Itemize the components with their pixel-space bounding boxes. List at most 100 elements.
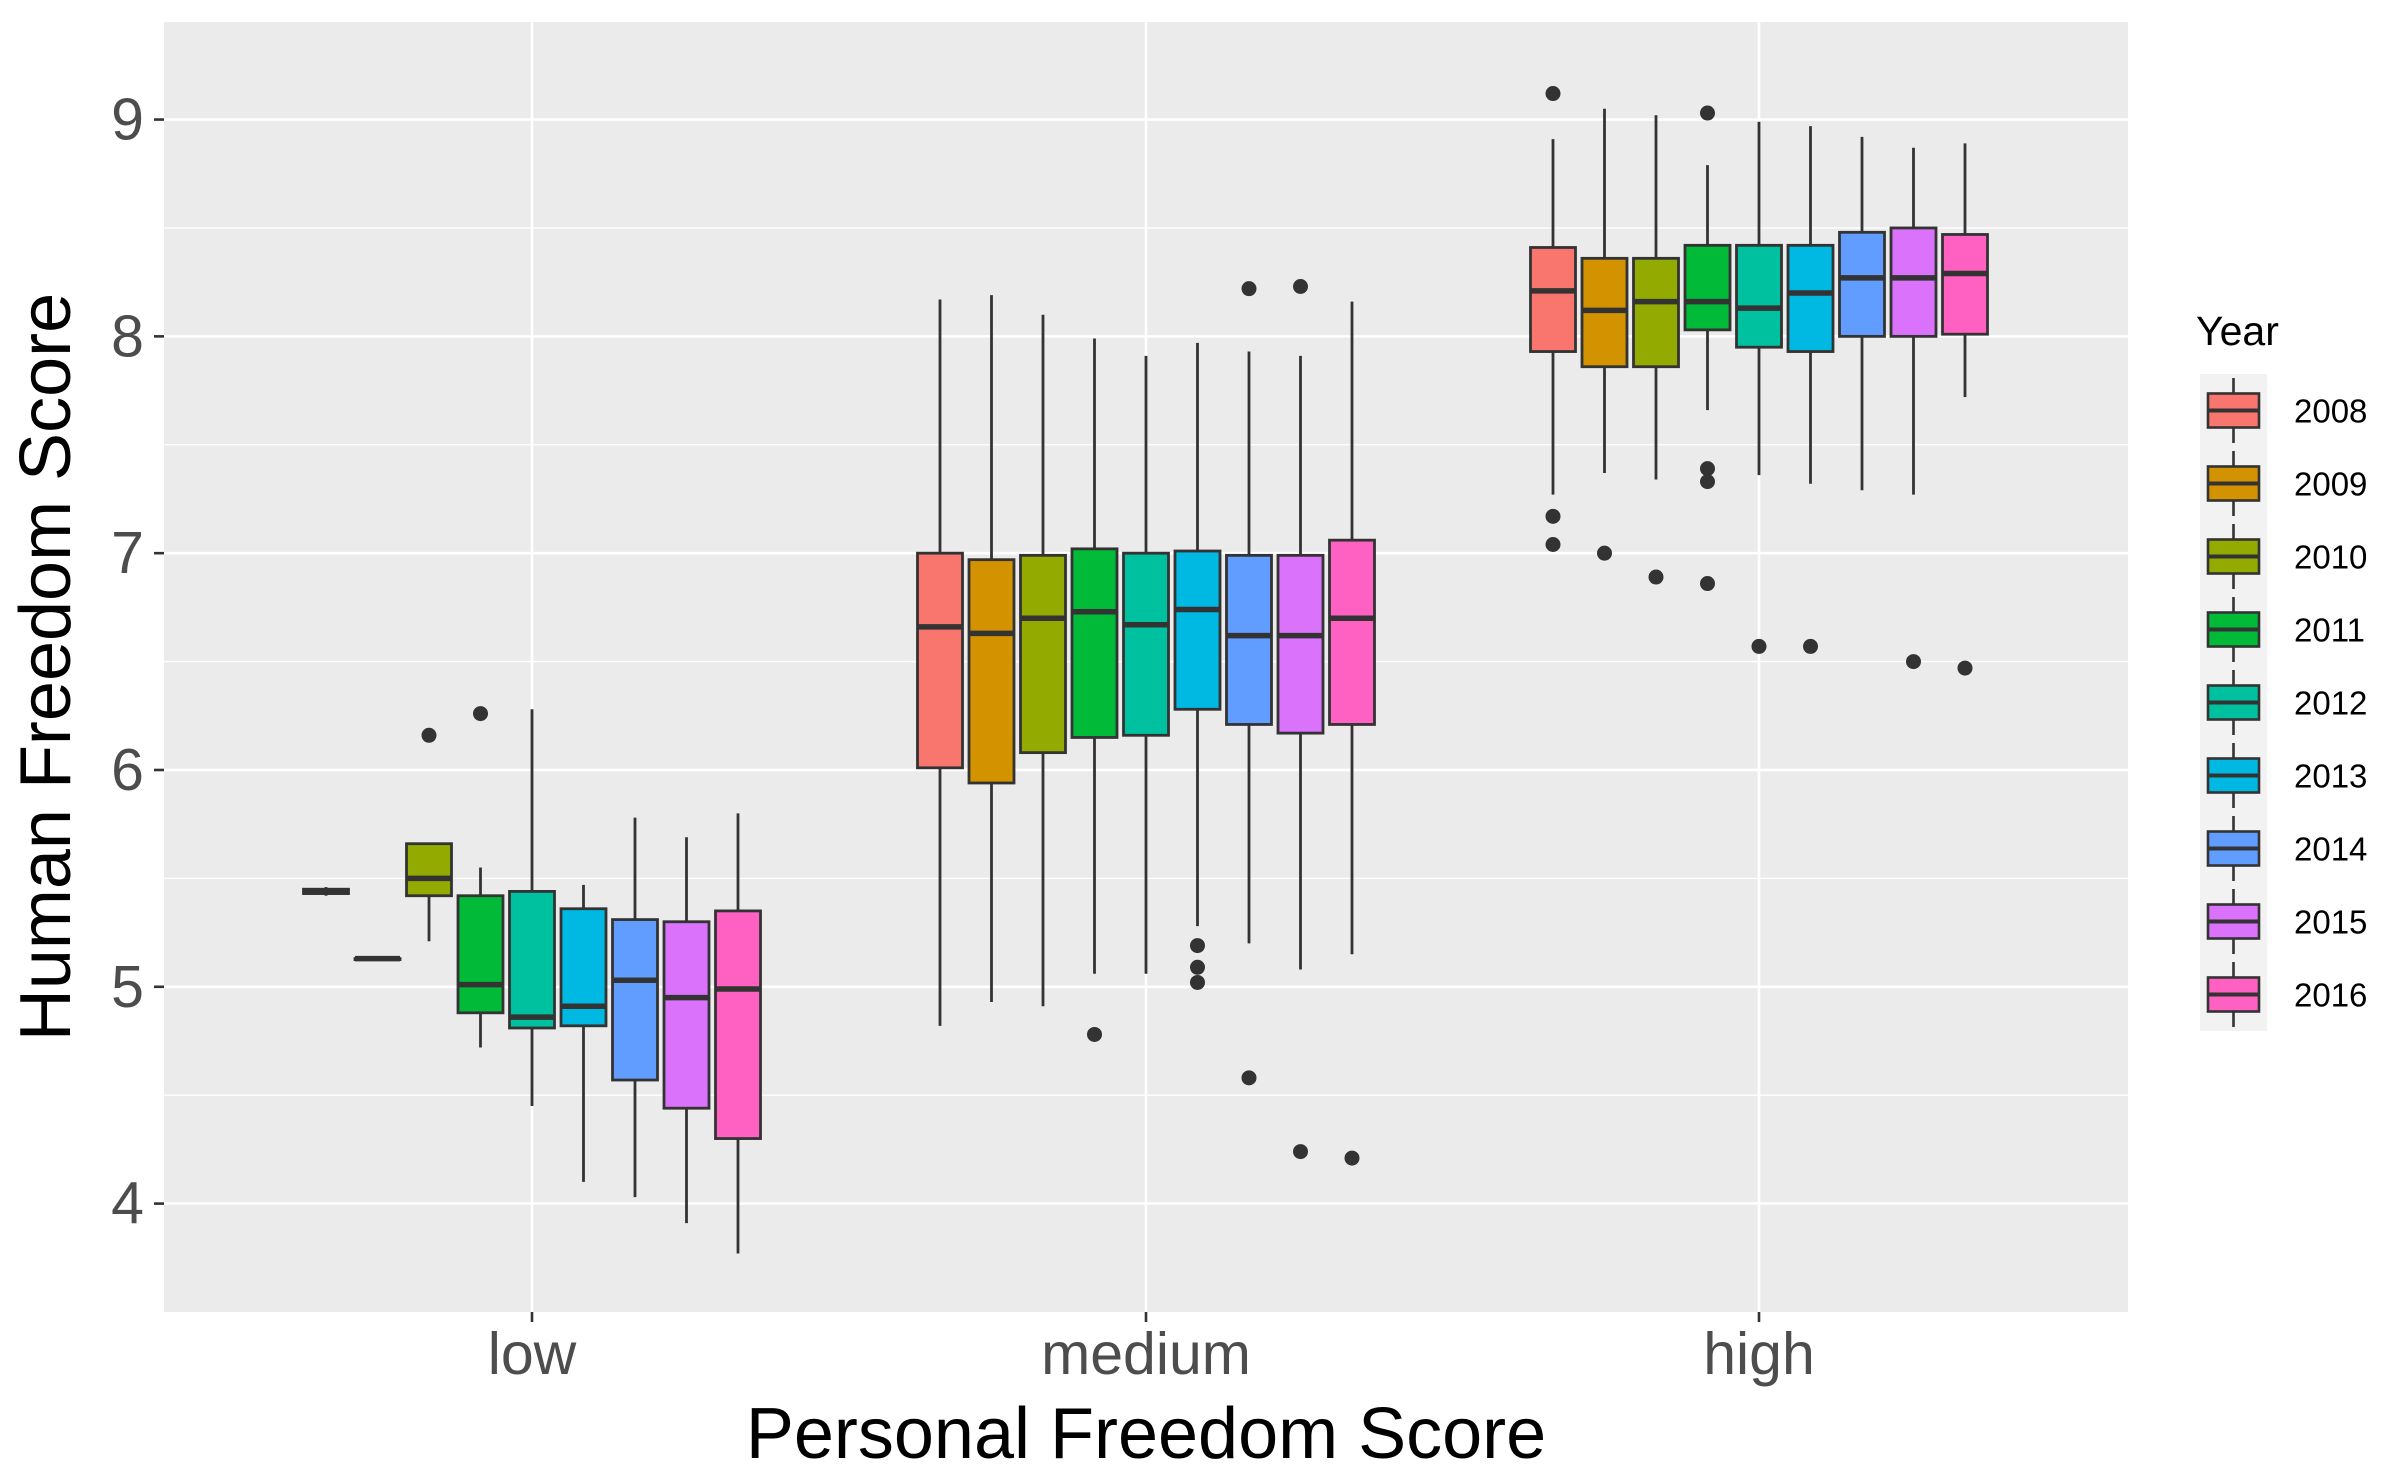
- y-axis-ticks: 4 5 6 7 8 9: [111, 87, 164, 1237]
- legend-label: 2015: [2294, 904, 2367, 941]
- y-tick-label: 8: [111, 303, 144, 369]
- box-2015-medium: [1276, 279, 1325, 1160]
- box-body: [1122, 551, 1170, 737]
- x-tick-label: high: [1703, 1321, 1815, 1387]
- box-body: [714, 909, 762, 1140]
- outlier-point: [1803, 638, 1818, 654]
- box-2009-high: [1580, 108, 1629, 561]
- box-body: [405, 842, 453, 898]
- box-2011-low: [456, 706, 505, 1048]
- box-body: [1889, 226, 1938, 338]
- legend-label: 2009: [2294, 466, 2367, 503]
- box-2011-medium: [1070, 338, 1119, 1042]
- box-2016-high: [1941, 143, 1989, 676]
- box-2014-low: [611, 817, 659, 1198]
- outlier-point: [1648, 569, 1664, 585]
- box-body: [662, 920, 711, 1110]
- box-body: [1838, 230, 1886, 338]
- outlier-point: [473, 706, 488, 722]
- box-body: [1529, 246, 1577, 353]
- x-axis-title: Personal Freedom Score: [746, 1394, 1546, 1474]
- outlier-point: [1700, 576, 1715, 592]
- legend-item-2010: 2010: [2206, 524, 2367, 589]
- box-body: [611, 918, 659, 1082]
- box-2010-high: [1632, 115, 1680, 585]
- y-axis-title: Human Freedom Score: [6, 293, 86, 1041]
- outlier-point: [1700, 105, 1715, 121]
- x-tick-label: low: [488, 1321, 577, 1387]
- box-2013-medium: [1173, 342, 1222, 990]
- outlier-point: [1545, 537, 1561, 553]
- box-2009-low: [353, 955, 402, 962]
- legend-label: 2013: [2294, 758, 2367, 795]
- box-2012-low: [508, 709, 556, 1107]
- box-2014-high: [1838, 136, 1886, 491]
- box-2016-low: [714, 813, 762, 1254]
- box-body: [456, 894, 505, 1015]
- legend-label: 2008: [2294, 393, 2367, 430]
- legend-item-2009: 2009: [2206, 451, 2367, 516]
- outlier-point: [421, 727, 437, 743]
- outlier-point: [1344, 1150, 1360, 1166]
- outlier-point: [1957, 660, 1973, 676]
- legend-label: 2012: [2294, 685, 2367, 722]
- box-body: [1786, 243, 1835, 353]
- outlier-point: [1906, 654, 1921, 670]
- legend-title: Year: [2196, 308, 2279, 354]
- outlier-point: [1293, 1144, 1308, 1160]
- box-2014-medium: [1225, 281, 1273, 1086]
- legend-items: 2008 2009 2010 2011 2012 2013 2014 2015 2016: [2206, 378, 2367, 1027]
- box-body: [1683, 243, 1732, 332]
- box-2011-high: [1683, 105, 1732, 592]
- y-tick-label: 4: [111, 1171, 144, 1237]
- box-2013-low: [559, 884, 608, 1182]
- box-body: [1173, 549, 1222, 711]
- legend-item-2011: 2011: [2206, 597, 2365, 662]
- outlier-point: [1190, 959, 1205, 975]
- outlier-point: [1190, 938, 1205, 954]
- box-body: [1276, 553, 1325, 735]
- box-2008-low: [302, 887, 350, 896]
- box-2010-medium: [1019, 314, 1067, 1007]
- box-2008-medium: [916, 299, 964, 1026]
- box-body: [1225, 553, 1273, 726]
- outlier-point: [1241, 281, 1257, 297]
- outlier-point: [1597, 545, 1612, 561]
- box-2012-high: [1735, 121, 1783, 654]
- legend-item-2016: 2016: [2206, 962, 2367, 1027]
- box-2009-medium: [967, 295, 1016, 1002]
- box-2015-high: [1889, 147, 1938, 670]
- legend: Year 2008 2009 2010 2011 2012 2013 2014 2015 201…: [2196, 308, 2367, 1031]
- box-body: [967, 558, 1016, 785]
- x-axis-ticks: low medium high: [488, 1312, 1815, 1387]
- legend-label: 2016: [2294, 977, 2367, 1014]
- box-body: [1735, 243, 1783, 349]
- box-body: [916, 551, 964, 770]
- box-2015-low: [662, 837, 711, 1224]
- box-2013-high: [1786, 126, 1835, 654]
- legend-item-2008: 2008: [2206, 378, 2367, 443]
- y-tick-label: 6: [111, 737, 144, 803]
- outlier-point: [1293, 279, 1308, 295]
- box-2012-medium: [1122, 355, 1170, 974]
- box-body: [1328, 538, 1376, 726]
- legend-label: 2011: [2294, 612, 2365, 649]
- legend-item-2012: 2012: [2206, 670, 2367, 735]
- box-2008-high: [1529, 86, 1577, 553]
- legend-label: 2014: [2294, 831, 2367, 868]
- box-body: [508, 889, 556, 1030]
- outlier-point: [1545, 86, 1561, 102]
- box-body: [1070, 547, 1119, 739]
- y-tick-label: 5: [111, 954, 144, 1020]
- outlier-point: [1700, 474, 1715, 490]
- outlier-point: [1545, 508, 1561, 524]
- box-2010-low: [405, 727, 453, 942]
- box-body: [1019, 553, 1067, 755]
- y-tick-label: 9: [111, 87, 144, 153]
- outlier-point: [1087, 1026, 1102, 1042]
- legend-item-2014: 2014: [2206, 816, 2367, 881]
- box-2016-medium: [1328, 301, 1376, 1166]
- outlier-point: [1751, 638, 1767, 654]
- legend-item-2013: 2013: [2206, 743, 2367, 808]
